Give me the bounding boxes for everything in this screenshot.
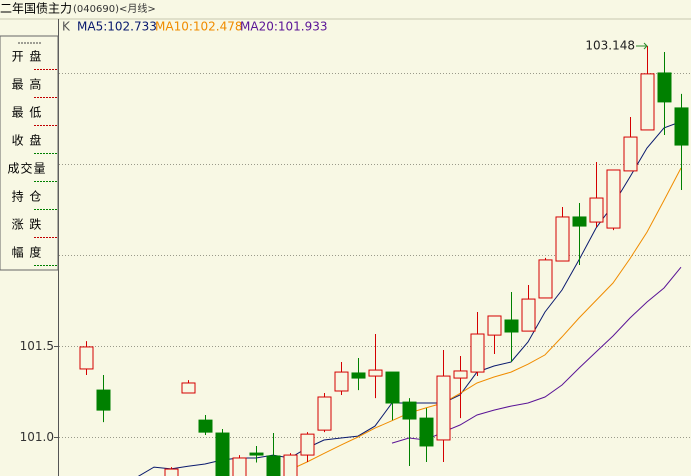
candle-body <box>215 432 230 476</box>
y-tick-label: 101.5 <box>20 339 54 353</box>
candle-body <box>232 457 247 476</box>
max-label: 103.148 <box>585 39 635 53</box>
panel-label: 涨 跌 <box>12 217 43 232</box>
candle-body <box>555 216 570 262</box>
candle-body <box>96 389 111 411</box>
ma-line <box>391 266 682 444</box>
candle-body <box>402 401 417 420</box>
candle-body <box>351 372 366 379</box>
candle-body <box>470 333 485 373</box>
panel-box <box>0 35 59 271</box>
candle-body <box>266 455 281 476</box>
grid: 101.0 101.5 <box>20 73 691 444</box>
candle-body <box>606 169 621 229</box>
candle-body <box>198 419 213 433</box>
legend-entry: MA5:102.733 <box>77 20 157 34</box>
candle-body <box>419 417 434 447</box>
max-arrow <box>636 42 648 50</box>
candle-body <box>283 454 298 476</box>
chart-subtitle: (040690)<月线> <box>73 2 156 15</box>
candle-body <box>589 197 604 223</box>
candle-body <box>538 259 553 299</box>
candle-body <box>657 72 672 103</box>
candle-body <box>300 433 315 456</box>
candle-body <box>487 315 502 336</box>
panel-label: 成交量 <box>7 161 46 176</box>
panel-label: 收 盘 <box>12 133 43 148</box>
candle-body <box>368 369 383 377</box>
candle-body <box>674 107 689 146</box>
legend-entry: MA20:101.933 <box>240 20 328 34</box>
panel-label: 开 盘 <box>12 49 43 64</box>
panel-label: 幅 度 <box>12 245 43 260</box>
panel-label: 最 低 <box>12 106 43 120</box>
ma-line <box>289 167 682 471</box>
candle-body <box>572 216 587 227</box>
candle-body <box>249 452 264 456</box>
chart-title: 二年国债主力 <box>0 2 72 16</box>
legend-entry: K <box>62 20 71 34</box>
candle-body <box>521 298 536 332</box>
candle-body <box>79 346 94 370</box>
candle-body <box>385 371 400 404</box>
candle-body <box>453 370 468 379</box>
candle-body <box>334 371 349 392</box>
legend-entry: MA10:102.478 <box>155 20 243 34</box>
plot-area: 103.148 <box>79 39 689 476</box>
candle-body <box>640 73 655 131</box>
panel-label: 最 高 <box>12 77 43 92</box>
panel-label: 持 仓 <box>12 189 43 204</box>
candle-body <box>164 468 179 476</box>
candle-body <box>317 396 332 431</box>
candle-body <box>504 319 519 333</box>
candle-body <box>623 136 638 172</box>
y-tick-label: 101.0 <box>20 430 54 444</box>
candle-body <box>181 382 196 394</box>
candle-body <box>436 375 451 441</box>
